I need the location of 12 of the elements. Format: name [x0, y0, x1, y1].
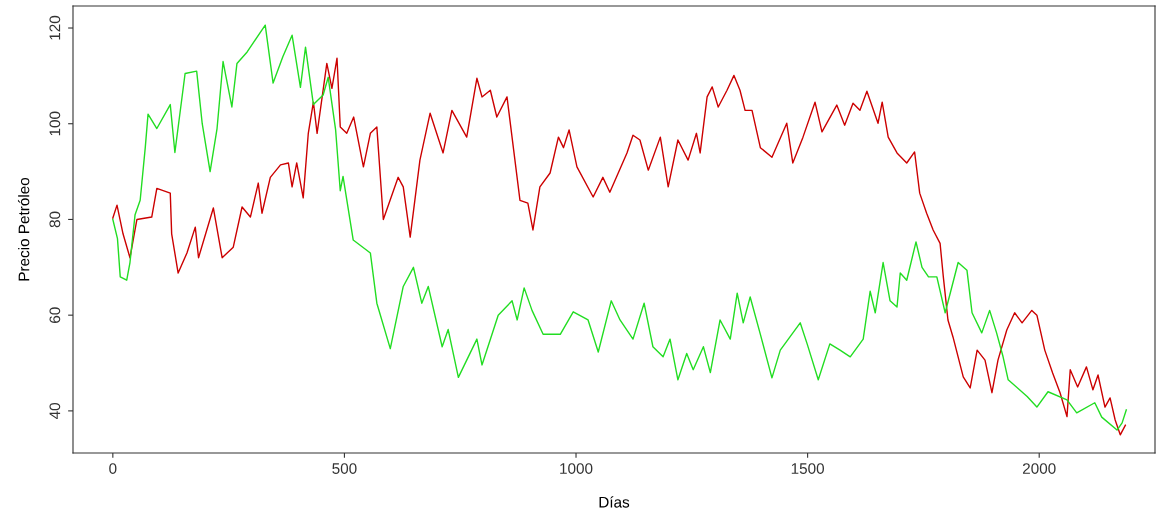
y-tick-label: 120	[49, 15, 61, 40]
x-axis-title: Días	[599, 496, 630, 508]
x-tick-label: 0	[109, 463, 117, 474]
y-tick-label: 100	[49, 111, 61, 136]
y-tick-label: 80	[49, 211, 61, 228]
y-axis-title: Precio Petróleo	[17, 177, 30, 281]
x-tick-label: 1500	[791, 463, 825, 474]
x-tick-label: 1000	[560, 463, 593, 474]
x-tick-label: 500	[332, 463, 357, 474]
y-tick-label: 60	[49, 307, 61, 323]
x-tick-label: 2000	[1022, 463, 1056, 474]
y-tick-label: 40	[49, 402, 61, 420]
